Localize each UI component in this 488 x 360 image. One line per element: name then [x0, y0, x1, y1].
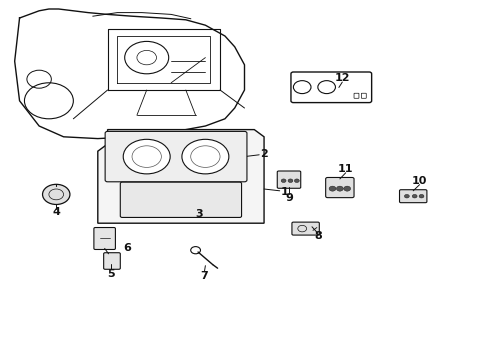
Text: 11: 11 [337, 164, 353, 174]
FancyBboxPatch shape [94, 228, 115, 249]
Text: 10: 10 [411, 176, 427, 186]
Text: 1: 1 [280, 186, 288, 197]
FancyBboxPatch shape [120, 182, 241, 217]
Circle shape [281, 179, 285, 183]
Text: 3: 3 [195, 209, 203, 219]
Circle shape [404, 194, 408, 198]
Text: 6: 6 [123, 243, 131, 253]
Circle shape [182, 139, 228, 174]
Text: 7: 7 [200, 271, 208, 281]
Text: 5: 5 [107, 269, 115, 279]
Circle shape [336, 186, 343, 191]
Circle shape [287, 179, 292, 183]
FancyBboxPatch shape [277, 171, 300, 188]
Text: 2: 2 [260, 149, 267, 159]
FancyBboxPatch shape [105, 131, 246, 182]
FancyBboxPatch shape [399, 190, 426, 203]
Polygon shape [98, 130, 264, 223]
Circle shape [294, 179, 299, 183]
Circle shape [42, 184, 70, 204]
FancyBboxPatch shape [103, 253, 120, 269]
Circle shape [418, 194, 423, 198]
FancyBboxPatch shape [291, 222, 319, 235]
Text: 12: 12 [334, 73, 349, 84]
Circle shape [123, 139, 170, 174]
Circle shape [411, 194, 416, 198]
Text: 8: 8 [313, 231, 321, 241]
Circle shape [343, 186, 350, 191]
Circle shape [328, 186, 335, 191]
FancyBboxPatch shape [325, 177, 353, 198]
Text: 4: 4 [52, 207, 60, 217]
Text: 9: 9 [285, 193, 292, 203]
